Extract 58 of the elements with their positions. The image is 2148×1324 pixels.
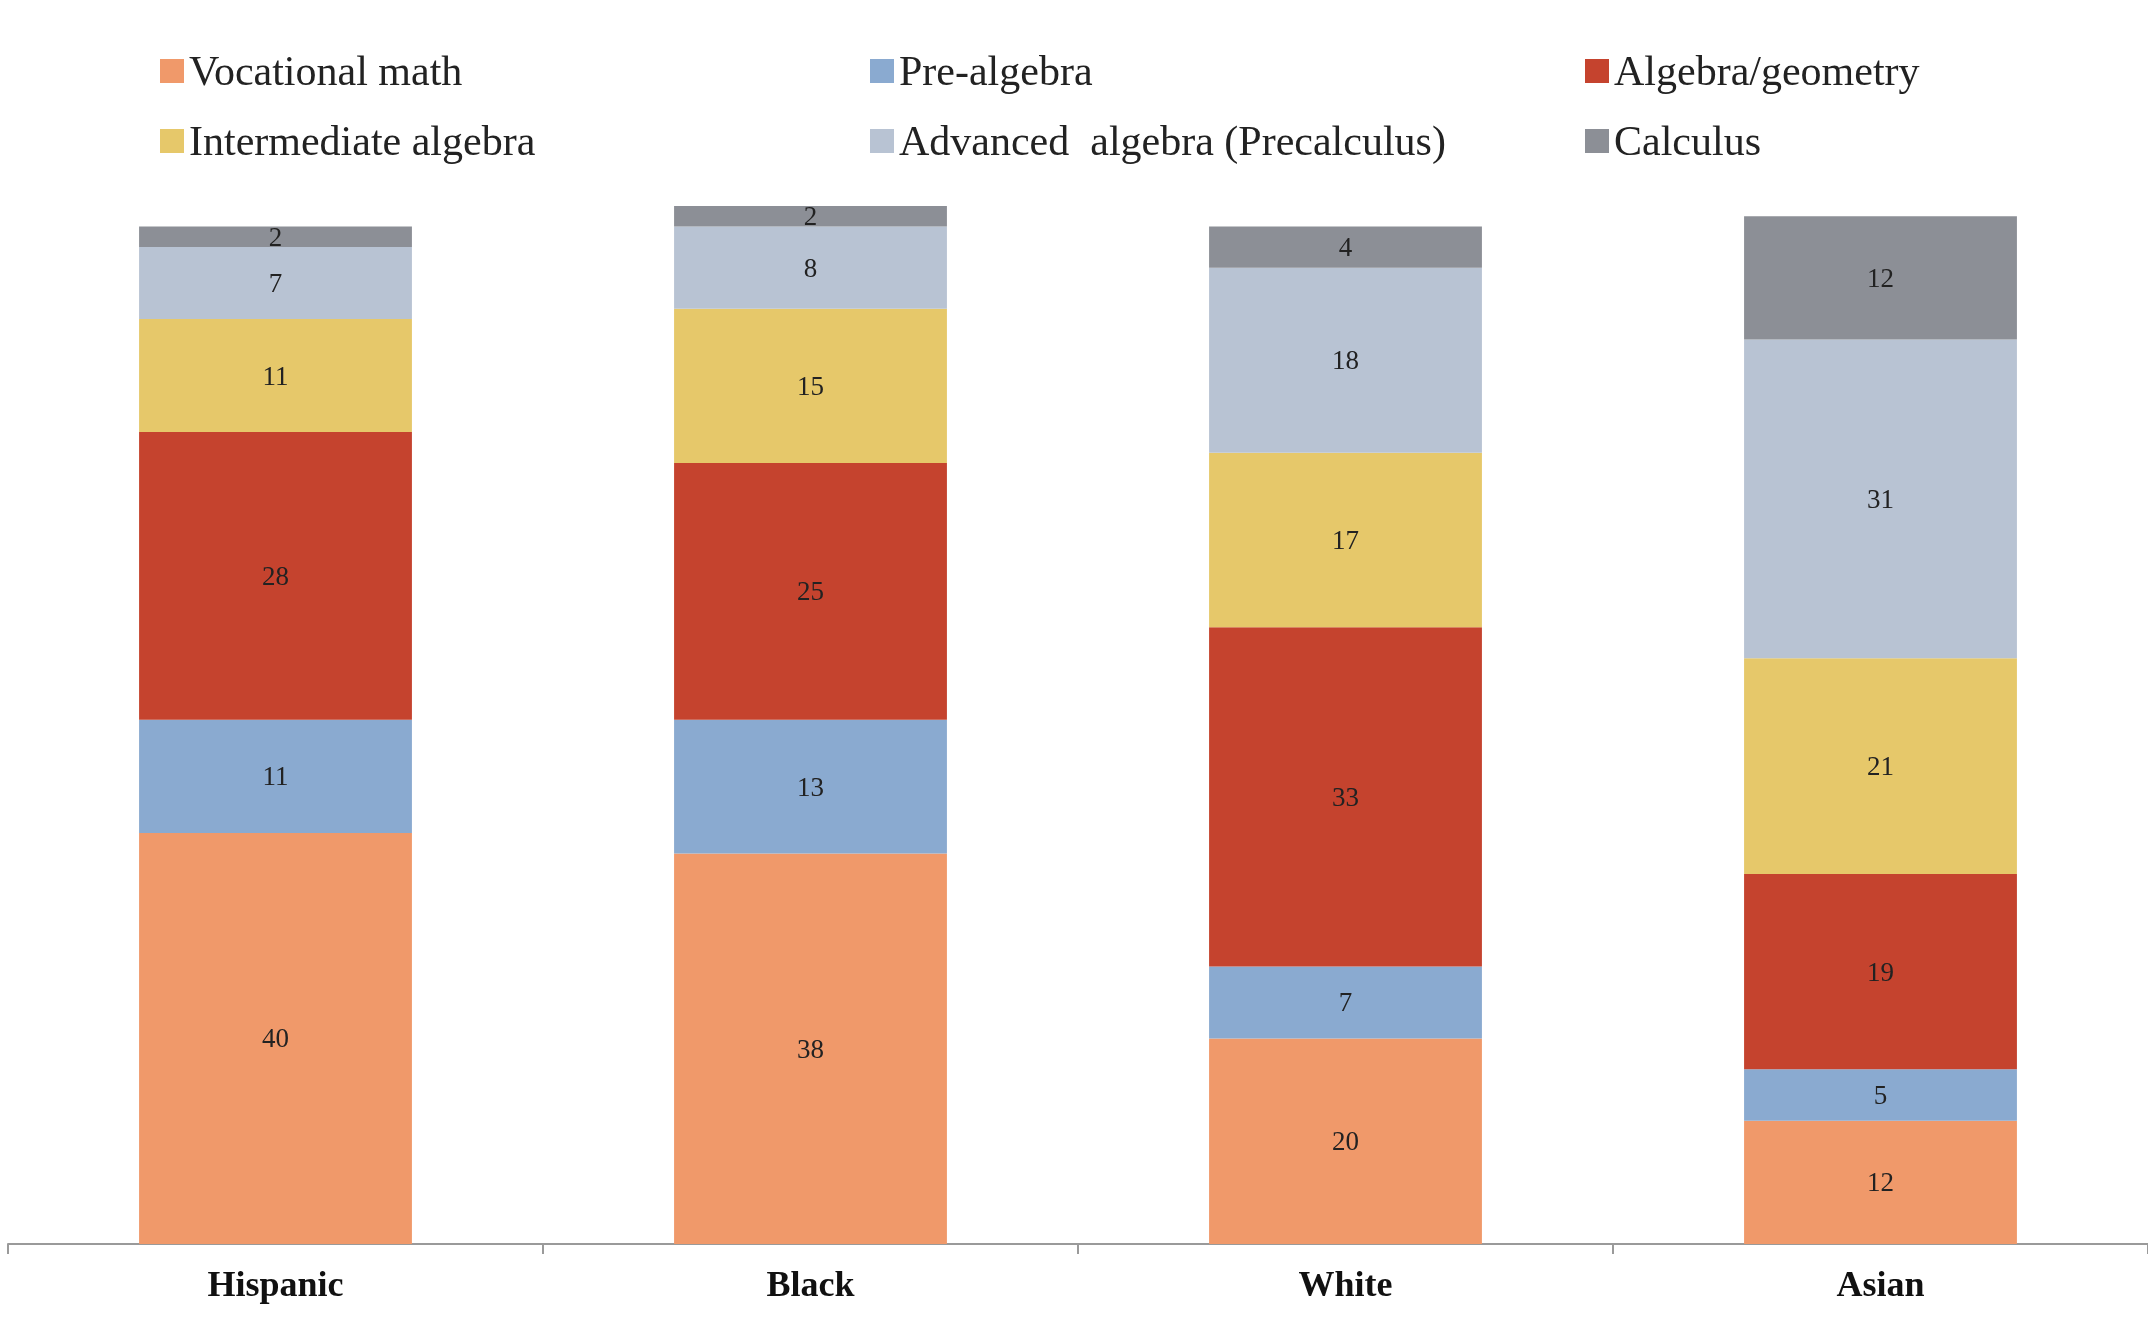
legend-label: Algebra/geometry bbox=[1614, 48, 1920, 94]
bar bbox=[674, 853, 947, 1244]
data-label: 28 bbox=[262, 560, 289, 591]
bar bbox=[139, 319, 412, 433]
bar bbox=[1209, 226, 1482, 268]
data-label: 33 bbox=[1332, 781, 1359, 812]
data-label: 4 bbox=[1338, 232, 1353, 263]
data-label: 13 bbox=[797, 771, 824, 802]
bar bbox=[1209, 966, 1482, 1039]
x-tick-label: Asian bbox=[1836, 1264, 1925, 1304]
data-label: 19 bbox=[1867, 956, 1894, 987]
bar bbox=[1209, 267, 1482, 453]
data-label: 11 bbox=[262, 761, 289, 792]
bar bbox=[1744, 658, 2017, 875]
data-label: 2 bbox=[268, 221, 283, 252]
data-label: 21 bbox=[1867, 751, 1894, 782]
bar bbox=[674, 462, 947, 720]
data-label: 38 bbox=[797, 1033, 824, 1064]
data-label: 12 bbox=[1867, 1167, 1894, 1198]
data-label: 8 bbox=[803, 252, 818, 283]
bar bbox=[1209, 452, 1482, 628]
data-label: 18 bbox=[1332, 345, 1359, 376]
data-label: 15 bbox=[797, 370, 824, 401]
bar bbox=[1744, 874, 2017, 1070]
bar bbox=[674, 206, 947, 227]
bar bbox=[674, 308, 947, 463]
x-tick-label: Hispanic bbox=[207, 1264, 344, 1304]
bar bbox=[674, 226, 947, 309]
legend-label: Pre-algebra bbox=[899, 48, 1093, 94]
legend-label: Calculus bbox=[1614, 118, 1761, 164]
legend-label: Advanced algebra (Precalculus) bbox=[899, 118, 1446, 165]
bar bbox=[139, 832, 412, 1244]
bar bbox=[1744, 216, 2017, 340]
bar bbox=[1209, 627, 1482, 967]
data-label: 40 bbox=[262, 1023, 289, 1054]
bar bbox=[139, 226, 412, 248]
bar bbox=[1744, 1069, 2017, 1121]
data-label: 20 bbox=[1332, 1126, 1359, 1157]
legend-label: Vocational math bbox=[189, 48, 463, 94]
bar bbox=[139, 719, 412, 833]
bar bbox=[1744, 1120, 2017, 1244]
bar bbox=[1744, 339, 2017, 659]
data-label: 11 bbox=[262, 360, 289, 391]
data-label: 2 bbox=[803, 201, 818, 232]
data-label: 17 bbox=[1332, 525, 1359, 556]
data-label: 31 bbox=[1867, 483, 1894, 514]
x-tick-label: Black bbox=[766, 1264, 855, 1304]
data-label: 5 bbox=[1873, 1079, 1888, 1110]
data-label: 7 bbox=[1338, 987, 1353, 1018]
data-label: 12 bbox=[1867, 262, 1894, 293]
bar bbox=[139, 432, 412, 720]
bar bbox=[674, 719, 947, 854]
x-tick-label: White bbox=[1298, 1264, 1393, 1304]
legend-label: Intermediate algebra bbox=[189, 118, 536, 164]
bar bbox=[139, 247, 412, 320]
data-label: 25 bbox=[797, 576, 824, 607]
data-label: 7 bbox=[268, 268, 283, 299]
bar bbox=[1209, 1038, 1482, 1244]
